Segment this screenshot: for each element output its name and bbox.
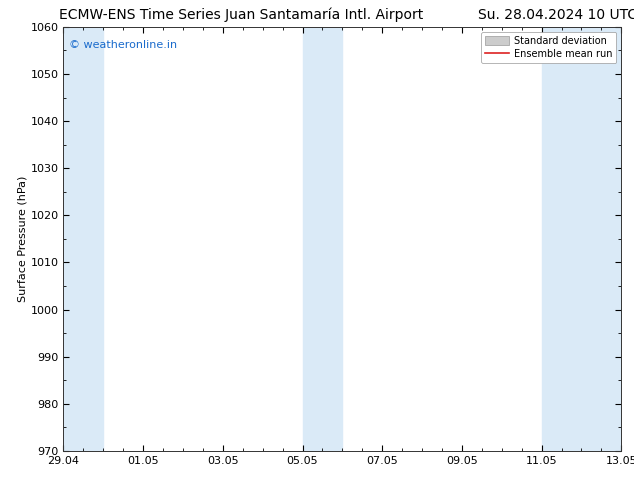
Text: Su. 28.04.2024 10 UTC: Su. 28.04.2024 10 UTC — [479, 8, 634, 22]
Bar — [541, 27, 621, 451]
Bar — [302, 27, 342, 451]
Legend: Standard deviation, Ensemble mean run: Standard deviation, Ensemble mean run — [481, 32, 616, 63]
Text: © weatheronline.in: © weatheronline.in — [69, 40, 177, 49]
Bar — [63, 27, 103, 451]
Text: ECMW-ENS Time Series Juan Santamaría Intl. Airport: ECMW-ENS Time Series Juan Santamaría Int… — [59, 8, 423, 23]
Y-axis label: Surface Pressure (hPa): Surface Pressure (hPa) — [18, 176, 28, 302]
